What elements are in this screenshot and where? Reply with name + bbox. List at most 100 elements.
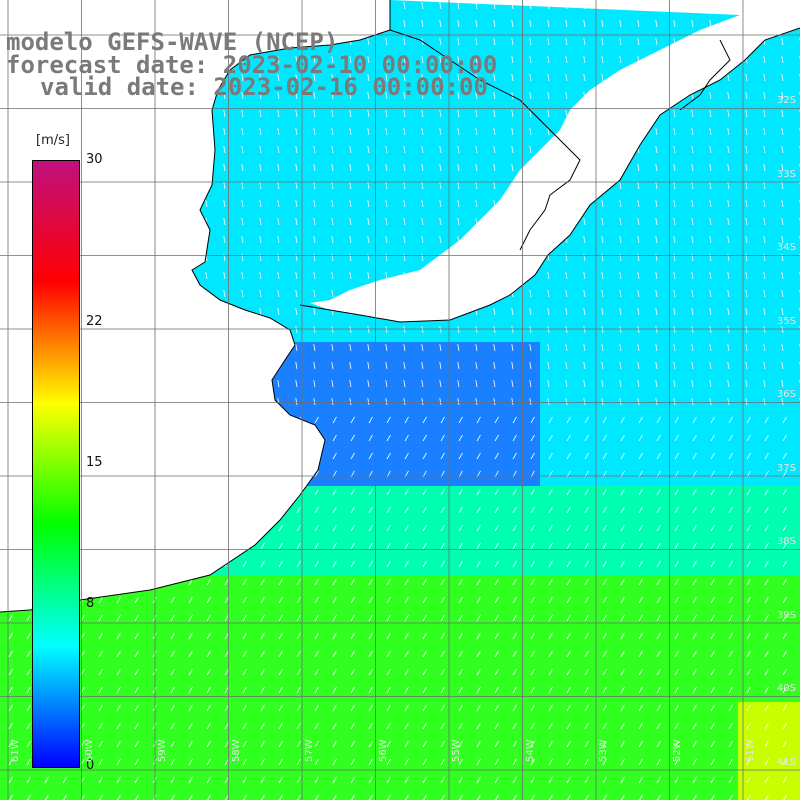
wind-arrow	[619, 200, 622, 208]
wind-arrow	[602, 542, 607, 550]
wind-arrow	[349, 398, 352, 406]
wind-arrow	[691, 272, 694, 280]
latitude-label: 35S	[776, 315, 796, 327]
wind-arrow	[296, 722, 301, 730]
wind-arrow	[673, 290, 676, 298]
wind-arrow	[296, 578, 301, 586]
wind-arrow	[565, 380, 568, 388]
wind-arrow	[332, 614, 337, 622]
wind-arrow	[638, 416, 643, 424]
wind-arrow	[458, 542, 463, 550]
wind-arrow	[385, 56, 388, 64]
wind-arrow	[602, 524, 607, 532]
wind-arrow	[440, 434, 445, 442]
wind-arrow	[655, 38, 658, 46]
wind-arrow	[440, 740, 445, 748]
wind-arrow	[782, 632, 787, 640]
wind-arrow	[350, 650, 355, 658]
wind-arrow	[763, 290, 766, 298]
wind-arrow	[296, 776, 301, 784]
wind-arrow	[206, 614, 211, 622]
wind-arrow	[692, 506, 697, 514]
wind-arrow	[565, 92, 568, 100]
wind-arrow	[637, 218, 640, 226]
wind-arrow	[332, 758, 337, 766]
field-cell	[288, 792, 306, 800]
wind-arrow	[331, 92, 334, 100]
wind-arrow	[655, 380, 658, 388]
wind-arrow	[620, 488, 625, 496]
wind-arrow	[277, 218, 280, 226]
wind-arrow	[619, 20, 622, 28]
wind-arrow	[98, 776, 103, 784]
wind-arrow	[404, 434, 409, 442]
wind-arrow	[656, 704, 661, 712]
wind-arrow	[530, 614, 535, 622]
wind-arrow	[350, 668, 355, 676]
wind-arrow	[278, 704, 283, 712]
wind-arrow	[439, 20, 442, 28]
wind-arrow	[728, 704, 733, 712]
wind-arrow	[403, 380, 406, 388]
wind-arrow	[386, 452, 391, 460]
wind-arrow	[332, 542, 337, 550]
wind-arrow	[440, 488, 445, 496]
wind-arrow	[655, 20, 658, 28]
wind-arrow	[530, 506, 535, 514]
wind-arrow	[350, 614, 355, 622]
wind-arrow	[296, 542, 301, 550]
wind-arrow	[439, 74, 442, 82]
wind-arrow	[637, 380, 640, 388]
field-cell	[792, 738, 800, 756]
wind-arrow	[512, 650, 517, 658]
wind-arrow	[440, 650, 445, 658]
wind-arrow	[655, 272, 658, 280]
wind-arrow	[709, 92, 712, 100]
wind-arrow	[619, 326, 622, 334]
wind-arrow	[421, 398, 424, 406]
wind-arrow	[530, 578, 535, 586]
wind-arrow	[710, 596, 715, 604]
wind-arrow	[530, 686, 535, 694]
wind-arrow	[548, 632, 553, 640]
wind-arrow	[206, 776, 211, 784]
wind-arrow	[116, 758, 121, 766]
wind-arrow	[421, 2, 424, 10]
wind-arrow	[781, 308, 784, 316]
wind-arrow	[529, 128, 532, 136]
wind-arrow	[26, 776, 31, 784]
wind-arrow	[781, 182, 784, 190]
wind-arrow	[691, 308, 694, 316]
wind-arrow	[404, 578, 409, 586]
wind-arrow	[691, 20, 694, 28]
wind-arrow	[709, 182, 712, 190]
wind-arrow	[386, 776, 391, 784]
longitude-label: 52W	[671, 739, 683, 762]
wind-arrow	[745, 308, 748, 316]
latitude-label: 39S	[776, 609, 796, 621]
wind-arrow	[313, 290, 316, 298]
wind-arrow	[223, 182, 226, 190]
wind-arrow	[134, 722, 139, 730]
wind-arrow	[710, 686, 715, 694]
wind-arrow	[241, 110, 244, 118]
wind-arrow	[745, 290, 748, 298]
wind-arrow	[206, 668, 211, 676]
wind-arrow	[457, 164, 460, 172]
wind-arrow	[745, 92, 748, 100]
wind-arrow	[223, 236, 226, 244]
field-cell	[792, 234, 800, 252]
wind-arrow	[368, 524, 373, 532]
wind-arrow	[656, 596, 661, 604]
wind-arrow	[529, 290, 532, 298]
wind-arrow	[620, 614, 625, 622]
field-cell	[306, 792, 324, 800]
wind-arrow	[313, 128, 316, 136]
field-cell	[792, 612, 800, 630]
wind-arrow	[691, 128, 694, 136]
wind-arrow	[493, 74, 496, 82]
wind-arrow	[458, 524, 463, 532]
wind-arrow	[475, 56, 478, 64]
wind-arrow	[781, 128, 784, 136]
field-cell	[792, 504, 800, 522]
